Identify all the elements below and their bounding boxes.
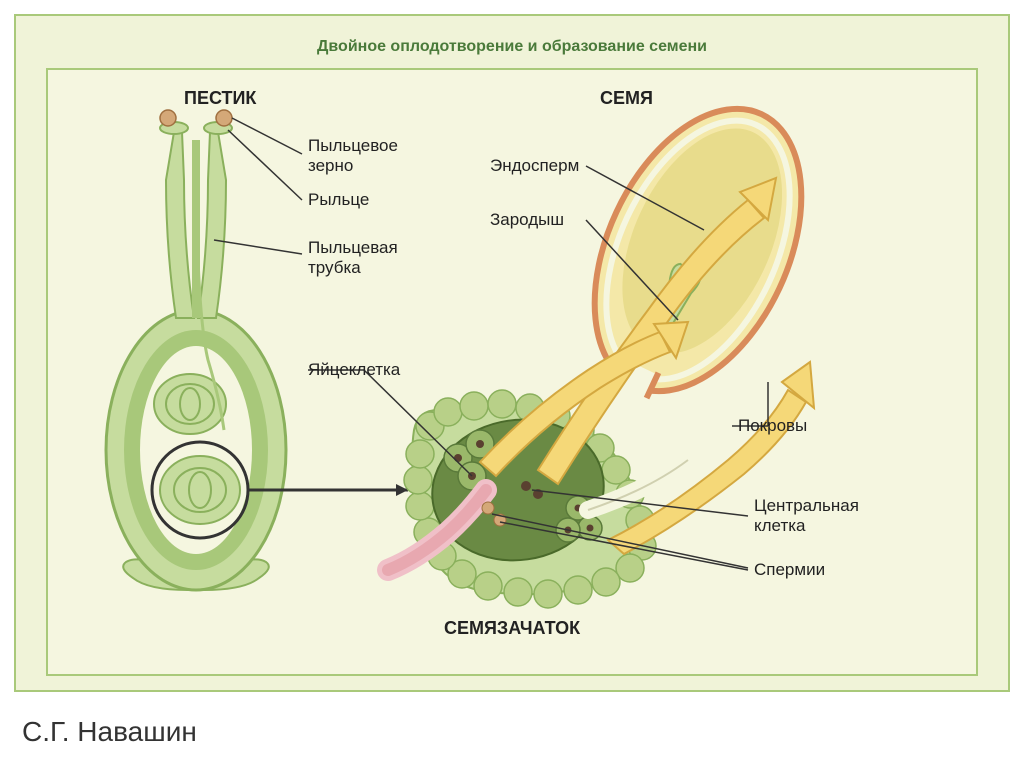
pistil-shape — [106, 110, 286, 590]
label-integuments: Покровы — [738, 416, 807, 436]
label-sperms: Спермии — [754, 560, 825, 580]
author-caption: С.Г. Навашин — [22, 716, 197, 748]
label-pollen-grain: Пыльцевое зерно — [308, 136, 398, 176]
pistil-heading: ПЕСТИК — [184, 88, 256, 109]
label-egg-cell: Яйцеклетка — [308, 360, 400, 380]
outer-frame: Двойное оплодотворение и образование сем… — [14, 14, 1010, 692]
label-embryo: Зародыш — [490, 210, 564, 230]
label-stigma: Рыльце — [308, 190, 369, 210]
label-central-cell: Центральная клетка — [754, 496, 859, 536]
ovule-heading: СЕМЯЗАЧАТОК — [444, 618, 580, 639]
inner-frame: ПЕСТИК СЕМЯ СЕМЯЗАЧАТОК Пыльцевое зерно … — [46, 68, 978, 676]
label-pollen-tube: Пыльцевая трубка — [308, 238, 398, 278]
seed-heading: СЕМЯ — [600, 88, 653, 109]
diagram-title: Двойное оплодотворение и образование сем… — [16, 38, 1008, 56]
label-endosperm: Эндосперм — [490, 156, 579, 176]
